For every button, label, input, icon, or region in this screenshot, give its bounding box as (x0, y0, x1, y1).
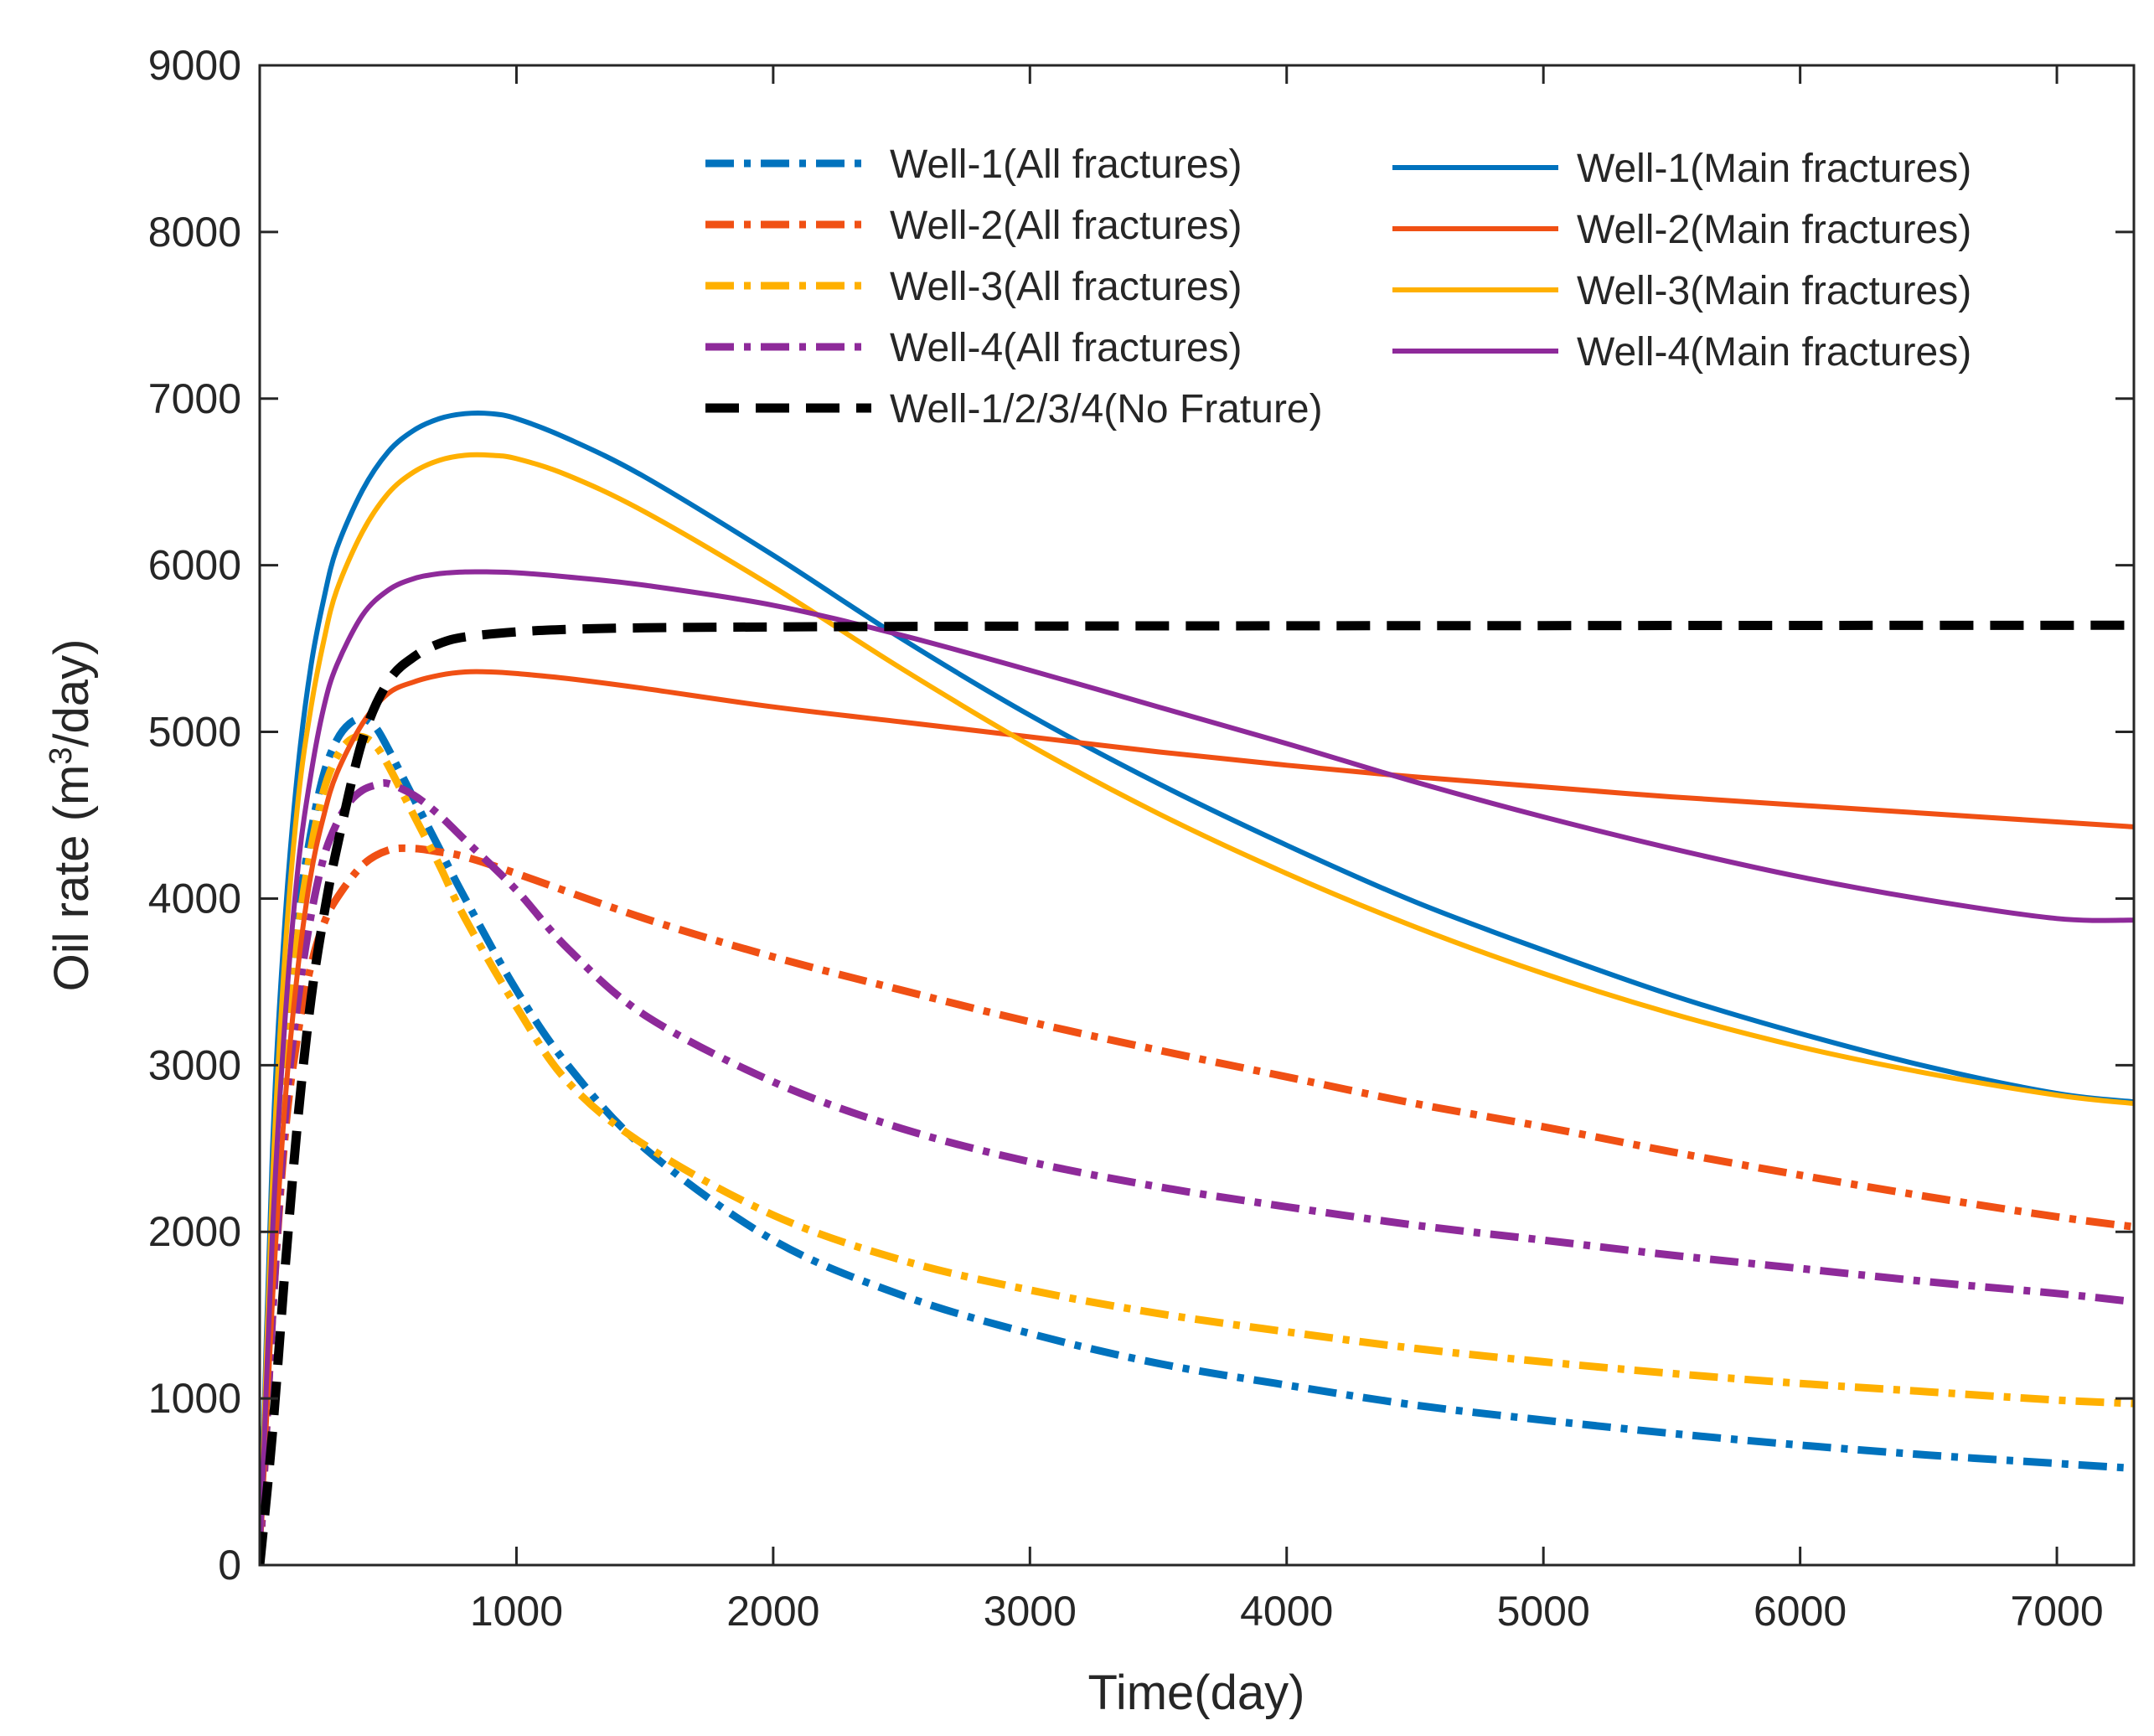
legend: Well-1(All fractures) Well-2(All fracture… (705, 142, 1971, 431)
legend-label-well-3-all-fractures: Well-3(All fractures) (890, 265, 1242, 309)
series-line-well-4-main-fractures (260, 569, 2134, 1565)
y-tick-label-0: 0 (218, 1542, 241, 1589)
y-tick-label-6000: 6000 (148, 542, 241, 589)
x-tick-label-3000: 3000 (984, 1588, 1077, 1635)
x-tick-label-4000: 4000 (1240, 1588, 1333, 1635)
series-line-well-2-all-fractures (260, 844, 2134, 1565)
x-tick-label-1000: 1000 (470, 1588, 563, 1635)
series-line-well-3-all-fractures (260, 732, 2134, 1565)
legend-label-well-1-2-3-4-no-frature: Well-1/2/3/4(No Frature) (890, 387, 1323, 431)
legend-label-well-1-all-fractures: Well-1(All fractures) (890, 142, 1242, 187)
series-line-well-1-2-3-4-no-frature (260, 620, 2134, 1565)
legend-label-well-3-main-fractures: Well-3(Main fractures) (1577, 269, 1971, 313)
y-tick-label-2000: 2000 (148, 1208, 241, 1255)
legend-label-well-2-main-fractures: Well-2(Main fractures) (1577, 208, 1971, 252)
y-tick-label-9000: 9000 (148, 42, 241, 89)
y-axis-title: Oil rate (m3/day) (44, 639, 99, 992)
y-axis-title-superscript: 3 (44, 747, 79, 765)
y-tick-label-7000: 7000 (148, 375, 241, 422)
plot-frame (258, 64, 2136, 1567)
x-tick-label-2000: 2000 (726, 1588, 819, 1635)
series-line-well-1-all-fractures (260, 715, 2134, 1565)
y-axis-title-suffix: /day) (44, 639, 99, 747)
series-layer (260, 410, 2134, 1565)
y-tick-label-3000: 3000 (148, 1041, 241, 1088)
legend-label-well-4-main-fractures: Well-4(Main fractures) (1577, 330, 1971, 375)
y-tick-label-1000: 1000 (148, 1375, 241, 1422)
legend-label-well-2-all-fractures: Well-2(All fractures) (890, 204, 1242, 248)
y-tick-label-5000: 5000 (148, 709, 241, 756)
x-tick-label-5000: 5000 (1497, 1588, 1590, 1635)
y-axis-title-prefix: Oil rate (m (44, 765, 99, 992)
y-tick-label-4000: 4000 (148, 875, 241, 922)
series-line-well-2-main-fractures (260, 669, 2134, 1565)
x-tick-label-6000: 6000 (1754, 1588, 1847, 1635)
x-axis-title: Time(day) (1088, 1666, 1305, 1720)
legend-label-well-4-all-fractures: Well-4(All fractures) (890, 326, 1242, 370)
y-tick-label-8000: 8000 (148, 209, 241, 256)
x-tick-label-7000: 7000 (2010, 1588, 2103, 1635)
series-line-well-1-main-fractures (260, 410, 2134, 1565)
legend-label-well-1-main-fractures: Well-1(Main fractures) (1577, 147, 1971, 191)
series-line-well-3-main-fractures (260, 452, 2134, 1565)
ticks-layer: 1000 2000 3000 4000 5000 6000 7000 0 1000 2000 300… (148, 42, 2134, 1635)
